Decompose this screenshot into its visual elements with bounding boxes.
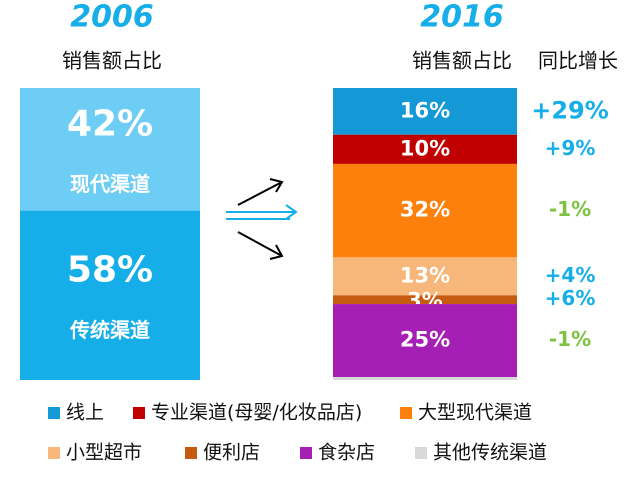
legend-swatch [300, 447, 312, 459]
growth-title: 同比增长 [538, 49, 618, 73]
value-label: 16% [400, 98, 450, 122]
value-label: 42% [67, 103, 153, 144]
segment-name: 传统渠道 [69, 318, 150, 342]
arrows [237, 178, 284, 260]
bar-segment [333, 134, 517, 164]
bar-segment [333, 88, 517, 135]
chart-title: 2006 [70, 0, 154, 35]
legend-swatch [185, 447, 197, 459]
legend-swatch [48, 447, 60, 459]
legend-label: 专业渠道(母婴/化妆品店) [151, 402, 362, 424]
bar-segment [20, 88, 200, 211]
legend-label: 食杂店 [318, 442, 375, 464]
value-label: 13% [400, 263, 450, 287]
growth-label: +4% [545, 263, 596, 287]
legend-swatch [400, 407, 412, 419]
value-label: 58% [67, 249, 153, 290]
legend-swatch [133, 407, 145, 419]
legend-swatch [48, 407, 60, 419]
legend-label: 线上 [66, 402, 104, 424]
growth-label: +6% [545, 286, 596, 310]
growth-label: -1% [549, 327, 591, 351]
chart-subtitle: 销售额占比 [62, 49, 162, 73]
value-label: 10% [400, 136, 450, 160]
growth-label: +29% [531, 96, 609, 124]
bar-segment [20, 210, 200, 380]
chart-subtitle: 销售额占比 [412, 49, 512, 73]
legend-label: 小型超市 [66, 442, 142, 464]
chart-title: 2016 [420, 0, 504, 35]
value-label: 25% [400, 328, 450, 352]
growth-label: -1% [549, 197, 591, 221]
legend-label: 便利店 [203, 442, 260, 464]
legend-label: 大型现代渠道 [418, 402, 532, 424]
legend-swatch [415, 447, 427, 459]
legend-label: 其他传统渠道 [433, 442, 547, 464]
bar-segment [333, 257, 517, 296]
bar-segment [333, 304, 517, 378]
growth-label: +9% [545, 136, 596, 160]
bar-segment [333, 295, 517, 305]
segment-name: 现代渠道 [70, 172, 150, 196]
bar-segment [333, 163, 517, 258]
middle-arrow [226, 204, 298, 220]
value-label: 32% [400, 198, 450, 222]
bar-segment [333, 377, 517, 380]
